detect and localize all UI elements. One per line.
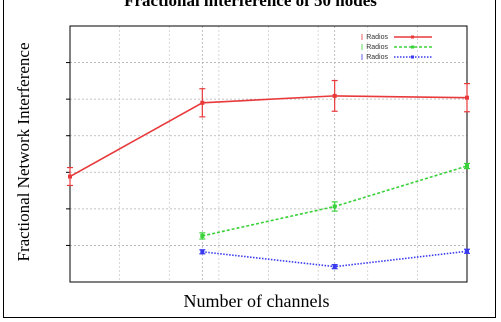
legend-marker [411, 55, 414, 59]
data-point [465, 249, 469, 254]
figure-frame [3, 0, 496, 318]
series-line-1 [202, 165, 468, 237]
legend-label: Radios [366, 54, 388, 61]
data-point [200, 249, 205, 254]
x-axis-label: Number of channels [183, 291, 330, 311]
data-point [332, 204, 337, 209]
data-point [200, 233, 205, 238]
data-point [465, 164, 469, 169]
series-line-0 [69, 95, 468, 178]
legend-label: Radios [366, 34, 388, 41]
data-point [332, 93, 337, 98]
plot-frame [69, 25, 468, 283]
legend-marker [411, 35, 414, 39]
data-point [332, 264, 337, 269]
legend-label: Radios [366, 44, 388, 51]
legend-marker [411, 45, 414, 49]
data-point [465, 95, 469, 100]
chart-title: Fractional interference of 50 nodes [124, 0, 377, 10]
data-point [68, 174, 72, 179]
data-point [200, 100, 205, 105]
y-axis-label: Fractional Network Interference [14, 42, 33, 262]
